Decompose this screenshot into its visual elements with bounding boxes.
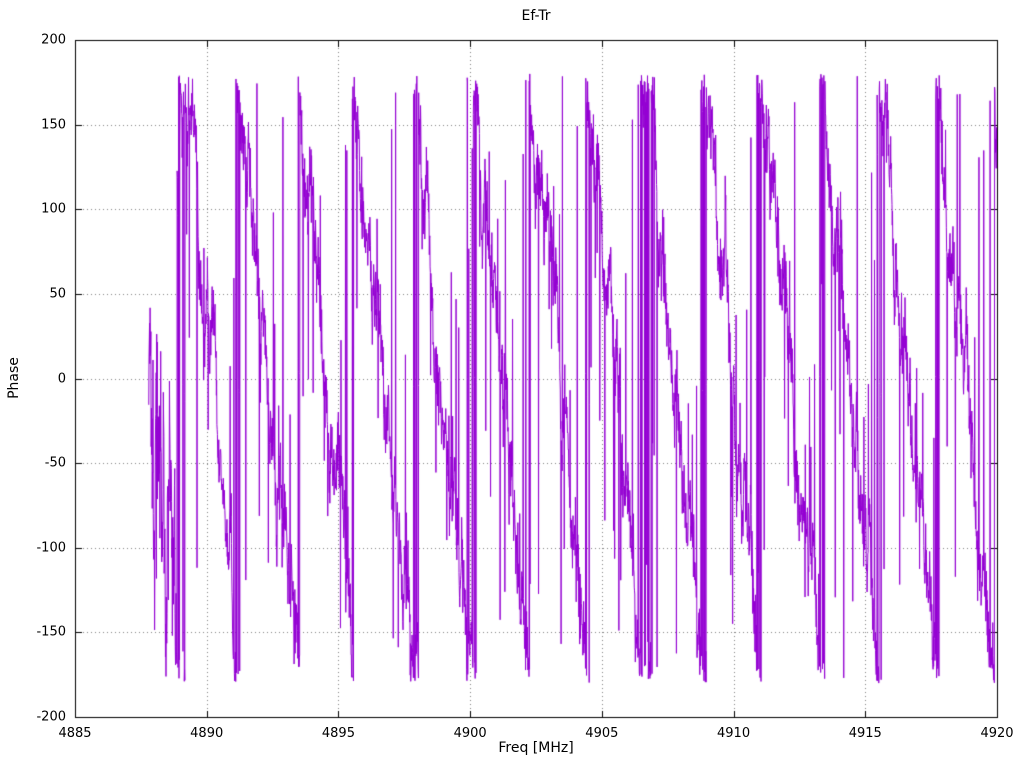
x-tick-label: 4890 xyxy=(190,726,224,741)
y-tick-label: -100 xyxy=(36,540,66,556)
y-tick-label: -200 xyxy=(36,709,66,725)
x-tick-label: 4915 xyxy=(848,726,882,741)
x-axis-label: Freq [MHz] xyxy=(498,740,574,756)
y-tick-label: 150 xyxy=(41,117,66,133)
y-tick-label: -150 xyxy=(36,624,66,640)
y-tick-label: 0 xyxy=(57,371,66,386)
x-tick-label: 4920 xyxy=(980,726,1014,741)
x-tick-label: 4900 xyxy=(453,726,487,741)
chart-title: Ef-Tr xyxy=(521,8,551,24)
x-tick-label: 4910 xyxy=(717,726,751,741)
y-tick-label: 50 xyxy=(49,286,66,302)
x-tick-label: 4885 xyxy=(58,726,92,741)
y-axis-label: Phase xyxy=(6,357,22,399)
x-tick-label: 4905 xyxy=(585,726,619,741)
y-tick-label: 100 xyxy=(41,201,66,217)
x-tick-label: 4895 xyxy=(321,726,355,741)
y-tick-label: 200 xyxy=(41,32,66,48)
y-tick-label: -50 xyxy=(44,455,66,471)
